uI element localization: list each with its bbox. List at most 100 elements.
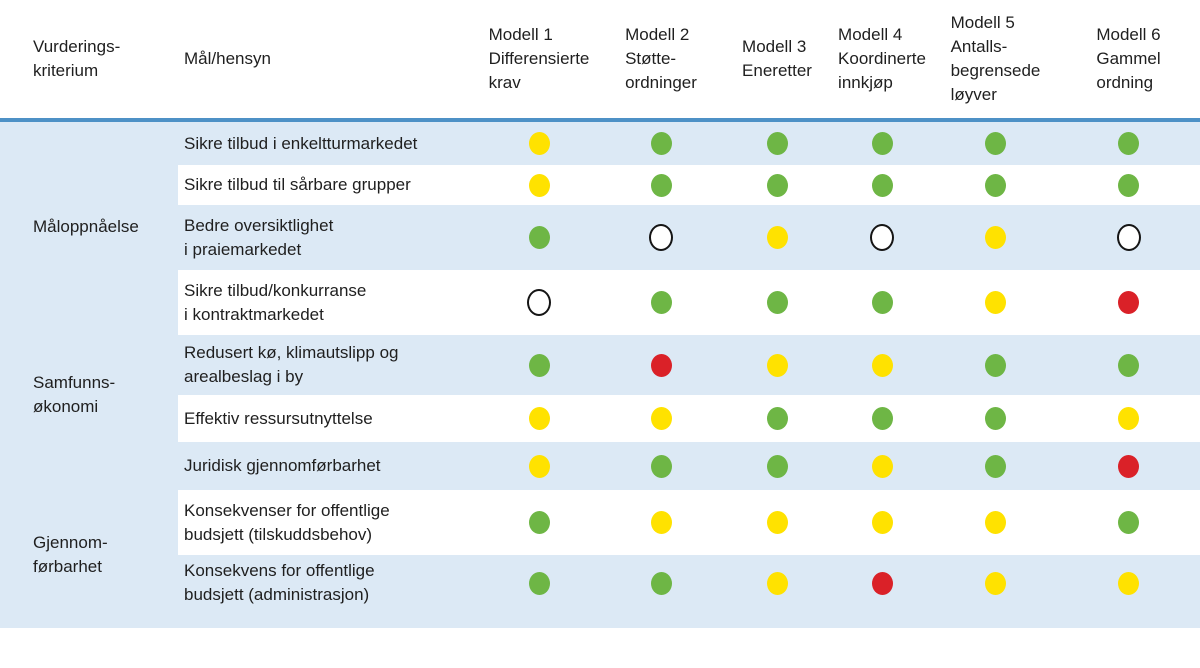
table-row: Effektiv ressursutnyttelse — [0, 395, 1200, 442]
header-cell-model-4: Modell 4 Koordinerte innkjøp — [830, 23, 934, 95]
rating-dot-yellow — [871, 353, 893, 377]
rating-dot-yellow — [528, 454, 550, 478]
rating-cell — [1057, 173, 1200, 197]
rating-cell — [598, 173, 724, 197]
rating-dot-green — [985, 454, 1006, 478]
rating-dot-green — [650, 291, 672, 314]
rating-cell — [724, 226, 830, 249]
goal-label: Redusert kø, klimautslipp og arealbeslag… — [184, 343, 399, 386]
rating-dot-green — [871, 407, 893, 430]
rating-dot-green — [871, 132, 893, 155]
header-cell-goal: Mål/hensyn — [184, 49, 271, 68]
header-cell-model-3: Modell 3 Eneretter — [724, 35, 830, 83]
row-content: Sikre tilbud i enkeltturmarkedet — [178, 122, 1200, 165]
row-content: Effektiv ressursutnyttelse — [178, 395, 1200, 442]
rating-cell — [934, 407, 1057, 430]
rating-dot-green — [1118, 353, 1139, 377]
criterion-group-label: Måloppnåelse — [33, 217, 139, 236]
rating-cell — [830, 407, 934, 430]
rating-cell — [598, 407, 724, 430]
rating-dot-none — [1116, 224, 1141, 251]
rating-dot-green — [528, 353, 550, 377]
rating-dot-green — [871, 291, 893, 314]
rating-cell — [598, 571, 724, 595]
rating-dot-none — [527, 289, 551, 316]
rating-cell — [934, 173, 1057, 197]
rating-dot-green — [528, 511, 550, 534]
criterion-group-label: Gjennom- førbarhet — [33, 533, 108, 576]
header-cell-model-2: Modell 2 Støtte- ordninger — [598, 23, 724, 95]
rating-cell — [480, 454, 598, 478]
rating-cell — [830, 511, 934, 534]
rating-cell — [724, 353, 830, 377]
rating-cell — [934, 291, 1057, 314]
rating-dot-yellow — [766, 226, 788, 249]
criterion-column-spacer — [0, 122, 178, 165]
rating-cell — [724, 571, 830, 595]
rating-cell — [830, 173, 934, 197]
rating-cell — [480, 173, 598, 197]
rating-cell — [598, 224, 724, 251]
row-content: Konsekvens for offentlige budsjett (admi… — [178, 555, 1200, 628]
rating-dot-yellow — [1118, 407, 1139, 430]
rating-cell — [830, 353, 934, 377]
rating-cell — [1057, 353, 1200, 377]
table-row: Sikre tilbud/konkurranse i kontraktmarke… — [0, 270, 1200, 335]
goal-label: Sikre tilbud/konkurranse i kontraktmarke… — [184, 280, 367, 324]
rating-cell — [480, 511, 598, 534]
row-content: Sikre tilbud til sårbare grupper — [178, 165, 1200, 205]
criterion-column-spacer — [0, 442, 178, 490]
rating-cell — [598, 511, 724, 534]
header-cell-model-1: Modell 1 Differensierte krav — [480, 23, 598, 95]
rating-dot-yellow — [1118, 571, 1139, 595]
rating-cell — [934, 511, 1057, 534]
rating-cell — [480, 289, 598, 316]
rating-dot-green — [528, 226, 550, 249]
row-content: Konsekvenser for offentlige budsjett (ti… — [178, 490, 1200, 555]
table-header-row: Vurderings- kriterium Mål/hensyn Modell … — [0, 0, 1200, 118]
rating-cell — [934, 226, 1057, 249]
rating-dot-none — [870, 224, 894, 251]
criterion-column-spacer — [0, 165, 178, 205]
rating-cell — [830, 454, 934, 478]
table-row: Sikre tilbud i enkeltturmarkedet — [0, 122, 1200, 165]
rating-dot-yellow — [985, 571, 1006, 595]
rating-cell — [598, 291, 724, 314]
rating-dot-red — [650, 353, 672, 377]
rating-cell — [830, 132, 934, 155]
table-row: Bedre oversiktlighet i praiemarkedet — [0, 205, 1200, 270]
table-row: Juridisk gjennomførbarhet — [0, 442, 1200, 490]
rating-cell — [598, 454, 724, 478]
rating-dot-red — [1118, 454, 1139, 478]
rating-dot-green — [985, 173, 1006, 197]
rating-dot-yellow — [528, 132, 550, 155]
rating-dot-green — [1118, 511, 1139, 534]
rating-cell — [724, 132, 830, 155]
table-body: Sikre tilbud i enkeltturmarkedet Sikre ti… — [0, 122, 1200, 628]
rating-dot-yellow — [650, 407, 672, 430]
rating-cell — [934, 353, 1057, 377]
rating-dot-green — [1118, 132, 1139, 155]
rating-cell — [1057, 571, 1200, 595]
header-divider-line — [0, 118, 1200, 122]
rating-cell — [830, 291, 934, 314]
rating-cell — [598, 132, 724, 155]
rating-dot-green — [766, 132, 788, 155]
rating-dot-red — [871, 571, 893, 595]
rating-cell — [1057, 132, 1200, 155]
rating-dot-green — [650, 571, 672, 595]
rating-dot-green — [650, 132, 672, 155]
rating-cell — [1057, 454, 1200, 478]
rating-dot-green — [766, 407, 788, 430]
rating-cell — [1057, 224, 1200, 251]
rating-cell — [724, 291, 830, 314]
rating-dot-green — [871, 173, 893, 197]
rating-dot-green — [1118, 173, 1139, 197]
model-2-label: Modell 2 Støtte- ordninger — [625, 25, 697, 92]
rating-cell — [1057, 511, 1200, 534]
rating-dot-yellow — [528, 407, 550, 430]
rating-cell — [480, 571, 598, 595]
rating-dot-green — [985, 132, 1006, 155]
table-row: Konsekvenser for offentlige budsjett (ti… — [0, 490, 1200, 555]
rating-dot-yellow — [650, 511, 672, 534]
